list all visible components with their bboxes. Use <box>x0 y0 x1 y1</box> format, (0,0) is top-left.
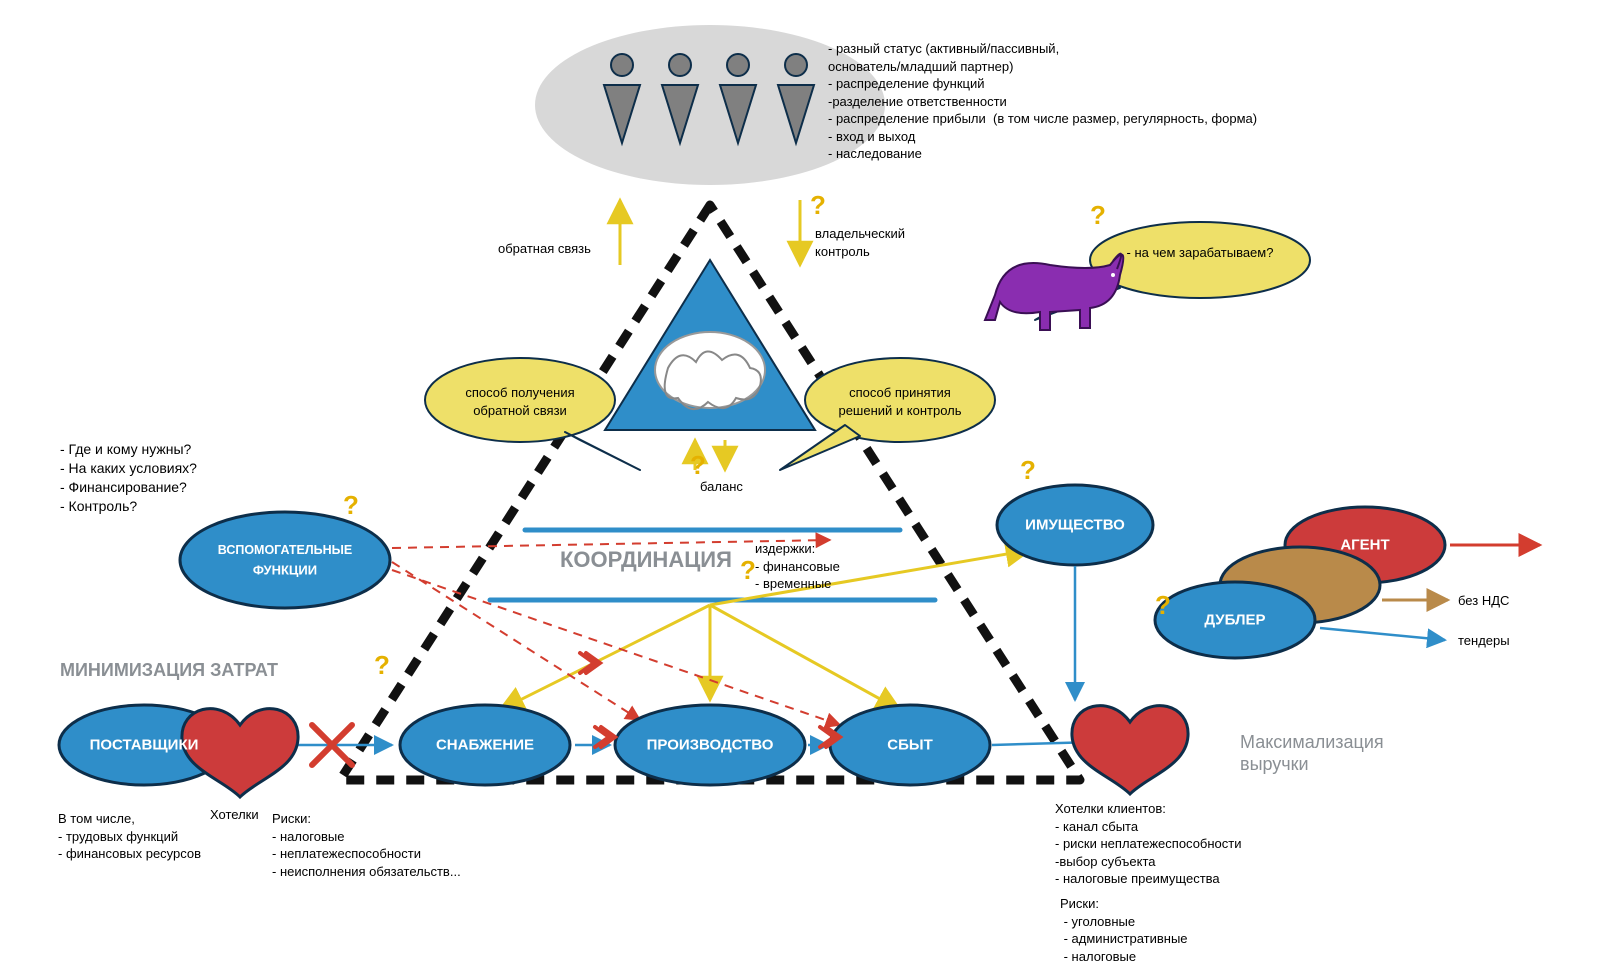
node-supply: СНАБЖЕНИЕ <box>436 737 534 754</box>
svg-layer <box>0 0 1600 974</box>
question-mark: ? <box>1020 455 1036 486</box>
question-mark: ? <box>690 450 706 481</box>
node-aux: ФУНКЦИИ <box>253 563 317 578</box>
question-mark: ? <box>374 650 390 681</box>
node-sales: СБЫТ <box>887 737 932 754</box>
node-agent: АГЕНТ <box>1340 537 1389 554</box>
question-mark: ? <box>1155 590 1171 621</box>
node-suppliers: ПОСТАВЩИКИ <box>90 737 199 754</box>
question-mark: ? <box>740 555 756 586</box>
question-mark: ? <box>343 490 359 521</box>
question-mark: ? <box>1090 200 1106 231</box>
node-aux: ВСПОМОГАТЕЛЬНЫЕ <box>218 543 352 557</box>
node-dubler: ДУБЛЕР <box>1204 612 1265 629</box>
node-production: ПРОИЗВОДСТВО <box>647 737 774 754</box>
diagram-stage: ВСПОМОГАТЕЛЬНЫЕ ФУНКЦИИ ПОСТАВЩИКИ СНАБЖЕНИ… <box>0 0 1600 974</box>
node-property: ИМУЩЕСТВО <box>1025 517 1125 534</box>
question-mark: ? <box>810 190 826 221</box>
